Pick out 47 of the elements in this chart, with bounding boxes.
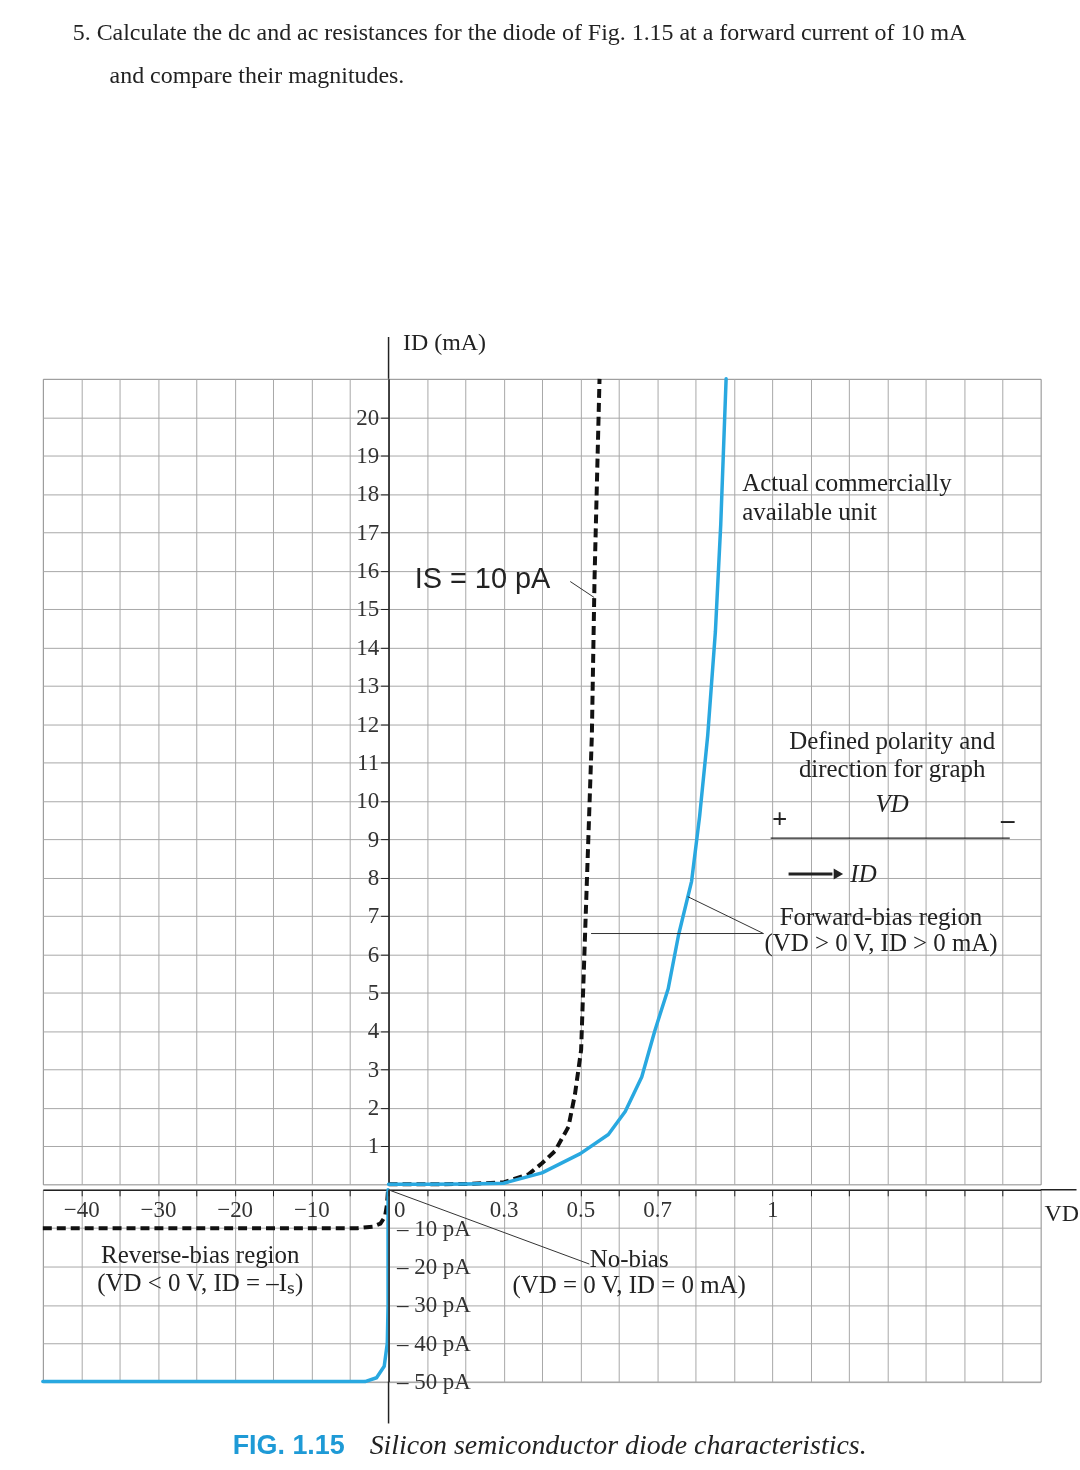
x-tick-label: 1 — [766, 1197, 779, 1223]
y-tick-label: 9 — [367, 826, 380, 852]
y-tick-label: 12 — [356, 711, 380, 737]
annotation: Reverse-bias region (VD < 0 V, ID = –Iₛ) — [97, 1240, 304, 1298]
x-tick-label: −10 — [293, 1197, 330, 1223]
annotation: IS = 10 pA — [414, 561, 552, 594]
annotation: Forward-bias region (VD > 0 V, ID > 0 mA) — [764, 902, 998, 958]
x-tick-label: 0.5 — [566, 1197, 596, 1223]
y-tick-label: 17 — [356, 519, 380, 545]
x-tick-label: 0 — [394, 1197, 406, 1223]
y-tick-label: 7 — [367, 903, 380, 929]
annotation: Defined polarity and direction for graph — [789, 726, 996, 782]
y-tick-label: 10 — [356, 788, 380, 814]
y-tick-label: 18 — [356, 481, 380, 507]
y-tick-label: 11 — [357, 749, 380, 775]
annotation: VD — [875, 790, 909, 818]
y-tick-label: 8 — [367, 864, 380, 890]
y-tick-label: 3 — [367, 1056, 380, 1082]
annotation: – — [1000, 804, 1016, 835]
x-tick-label: −20 — [217, 1197, 254, 1223]
y-tick-label: – 30 pA — [396, 1292, 472, 1318]
y-tick-label: 14 — [356, 634, 380, 660]
y-tick-label: 16 — [356, 558, 380, 584]
y-tick-label: 4 — [367, 1018, 380, 1044]
y-tick-label: 1 — [367, 1133, 380, 1159]
x-tick-label: −40 — [63, 1197, 100, 1223]
y-tick-label: 13 — [356, 673, 380, 699]
y-tick-label: 20 — [356, 404, 380, 430]
annotation: No-bias (VD = 0 V, ID = 0 mA) — [512, 1244, 746, 1300]
y-tick-label: 15 — [356, 596, 380, 622]
annotation: ID — [849, 859, 877, 887]
y-tick-label: 5 — [367, 980, 380, 1006]
x-tick-label: 0.3 — [489, 1197, 519, 1223]
y-tick-label: – 40 pA — [396, 1330, 472, 1356]
x-axis-title: VD — [1044, 1200, 1079, 1227]
text: 5. Calculate the dc and ac resistances for the diode of Fig. 1.15 at a forward current of 10 mA and compare their magnitudes. — [72, 19, 967, 88]
caption: FIG. 1.15 Silicon semiconductor diode characteristics. — [232, 1429, 867, 1461]
annotation: Actual commercially available unit — [742, 469, 953, 526]
y-tick-label: 19 — [356, 443, 380, 469]
annotation: + — [771, 804, 788, 835]
x-tick-label: 0.7 — [643, 1197, 672, 1223]
y-tick-label: – 20 pA — [396, 1254, 472, 1280]
y-tick-label: 6 — [367, 941, 380, 967]
x-tick-label: −30 — [140, 1197, 177, 1223]
y-axis-title: ID (mA) — [403, 329, 486, 356]
y-tick-label: – 50 pA — [396, 1369, 472, 1395]
y-tick-label: 2 — [367, 1095, 380, 1121]
